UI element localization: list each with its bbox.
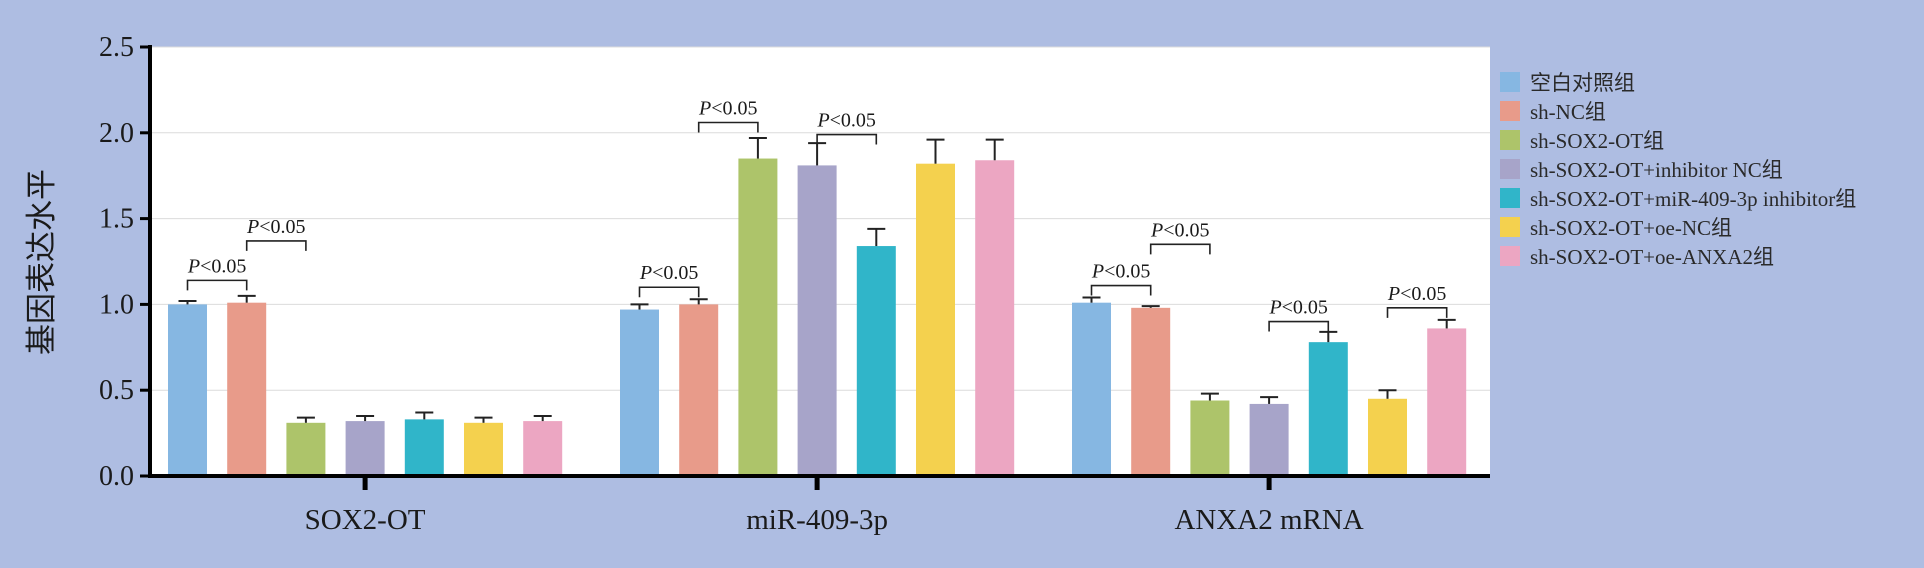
- bar: [856, 246, 896, 476]
- bar: [286, 422, 326, 476]
- legend-label: sh-SOX2-OT+miR-409-3p inhibitor组: [1530, 186, 1857, 211]
- legend-item: sh-SOX2-OT+miR-409-3p inhibitor组: [1500, 183, 1856, 212]
- significance-bracket: [245, 240, 307, 251]
- legend-item: sh-NC组: [1500, 96, 1856, 125]
- y-tick-label: 2.5: [99, 32, 134, 63]
- bar: [1427, 328, 1467, 476]
- legend-swatch: [1500, 129, 1520, 150]
- bar: [523, 421, 563, 476]
- y-axis-label: 基因表达水平: [24, 169, 59, 355]
- significance-bracket: [186, 279, 248, 291]
- bar: [1368, 398, 1407, 476]
- significance-label: P<0.05: [816, 110, 876, 132]
- significance-bracket: [1386, 307, 1448, 318]
- bar: [738, 158, 778, 477]
- significance-bracket: [1268, 320, 1330, 332]
- legend-label: sh-SOX2-OT组: [1530, 128, 1665, 153]
- legend: 空白对照组 sh-NC组 sh-SOX2-OT组 sh-SOX2-OT+inhibit…: [1500, 67, 1856, 270]
- legend-label: sh-SOX2-OT+oe-ANXA2组: [1530, 244, 1774, 269]
- significance-label: P<0.05: [246, 216, 306, 238]
- legend-item: sh-SOX2-OT+oe-ANXA2组: [1500, 241, 1856, 270]
- legend-label: 空白对照组: [1530, 70, 1635, 95]
- significance-bracket: [1090, 284, 1152, 296]
- significance-label: P<0.05: [187, 255, 247, 277]
- bar: [679, 304, 719, 476]
- bar: [404, 419, 444, 476]
- bar: [168, 304, 207, 476]
- bar: [1072, 302, 1111, 476]
- y-tick-label: 1.0: [99, 289, 134, 320]
- legend-item: sh-SOX2-OT+inhibitor NC组: [1500, 154, 1856, 183]
- legend-swatch: [1500, 245, 1520, 266]
- significance-bracket: [697, 121, 759, 133]
- bar: [345, 421, 385, 476]
- legend-swatch: [1500, 187, 1520, 208]
- legend-swatch: [1500, 100, 1520, 121]
- legend-swatch: [1500, 216, 1520, 237]
- legend-swatch: [1500, 71, 1520, 92]
- y-tick-label: 1.5: [99, 204, 134, 235]
- bar: [1131, 307, 1171, 476]
- x-tick-label: ANXA2 mRNA: [1174, 504, 1363, 536]
- legend-item: 空白对照组: [1500, 67, 1856, 96]
- bar: [1190, 400, 1230, 476]
- x-tick-label: SOX2-OT: [305, 504, 426, 536]
- legend-swatch: [1500, 158, 1520, 179]
- bar: [916, 163, 955, 477]
- significance-label: P<0.05: [1268, 297, 1328, 319]
- legend-label: sh-SOX2-OT+inhibitor NC组: [1530, 157, 1783, 182]
- significance-bracket: [638, 286, 700, 298]
- significance-label: P<0.05: [698, 98, 758, 120]
- bar: [464, 422, 503, 476]
- y-tick-label: 2.0: [99, 118, 134, 149]
- significance-label: P<0.05: [1150, 219, 1210, 241]
- bar: [975, 160, 1015, 477]
- significance-label: P<0.05: [1387, 283, 1447, 305]
- legend-item: sh-SOX2-OT+oe-NC组: [1500, 212, 1856, 241]
- significance-label: P<0.05: [639, 262, 699, 284]
- bar: [620, 309, 659, 476]
- legend-item: sh-SOX2-OT组: [1500, 125, 1856, 154]
- bar: [1249, 403, 1289, 476]
- x-tick-label: miR-409-3p: [746, 504, 888, 536]
- bar: [227, 302, 267, 476]
- bar: [1308, 342, 1348, 476]
- y-tick-label: 0.5: [99, 375, 134, 406]
- bar: [797, 165, 837, 477]
- y-tick-label: 0.0: [99, 461, 134, 492]
- significance-label: P<0.05: [1091, 261, 1151, 283]
- significance-bracket: [816, 133, 878, 145]
- legend-label: sh-SOX2-OT+oe-NC组: [1530, 215, 1732, 240]
- significance-bracket: [1149, 243, 1211, 255]
- legend-label: sh-NC组: [1530, 99, 1606, 124]
